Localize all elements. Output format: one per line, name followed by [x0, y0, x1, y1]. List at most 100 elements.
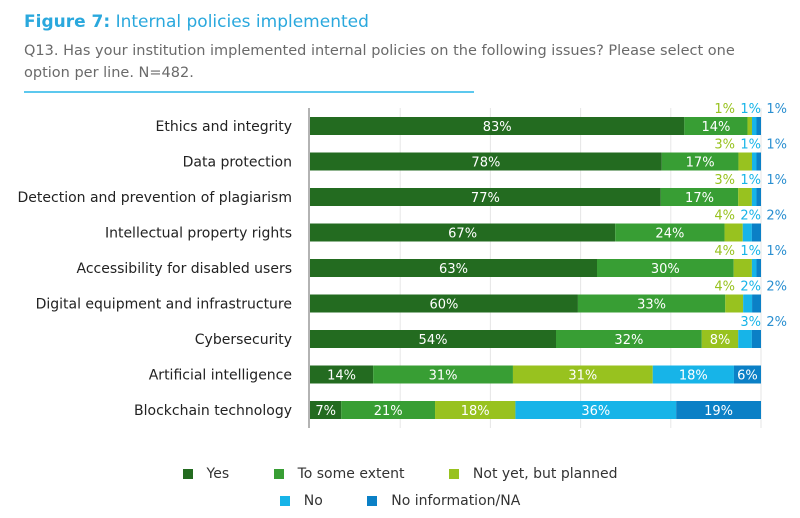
data-label-outside: 1%: [714, 102, 735, 117]
data-label-outside: 3%: [714, 173, 735, 188]
data-label: 8%: [710, 333, 731, 348]
data-label-outside: 1%: [766, 173, 787, 188]
legend-item-no: No: [279, 493, 323, 509]
bar-segment: [556, 330, 702, 348]
bar-segment: [597, 259, 734, 277]
data-label: 83%: [483, 120, 512, 135]
data-label: 18%: [461, 404, 490, 419]
data-label-outside: 1%: [766, 102, 787, 117]
bar-segment: [756, 259, 761, 277]
bar-segment: [310, 365, 374, 384]
legend-label-yes: Yes: [206, 466, 230, 482]
data-label-outside: 1%: [766, 244, 787, 259]
bar-segment: [310, 259, 597, 277]
legend-item-yes: Yes: [182, 466, 230, 482]
figure-title: Figure 7: Internal policies implemented: [24, 12, 369, 32]
bar-segment: [738, 330, 752, 348]
data-label: 19%: [704, 404, 733, 419]
category-label: Detection and prevention of plagiarism: [18, 190, 292, 206]
data-label: 78%: [471, 156, 500, 171]
data-label: 14%: [327, 369, 356, 384]
data-label-outside: 2%: [740, 280, 761, 295]
bar-segment: [310, 188, 661, 206]
bar-segment: [742, 223, 752, 242]
category-label: Cybersecurity: [195, 332, 292, 348]
data-label: 77%: [471, 191, 500, 206]
legend-swatch-no-information: [367, 496, 378, 506]
legend-item-no-information: No information/NA: [367, 493, 520, 509]
bar-segment: [577, 294, 726, 313]
bar-segment: [660, 188, 739, 206]
legend-swatch-yes: [182, 469, 193, 479]
bar-segment: [684, 117, 748, 135]
figure-subtitle: Q13. Has your institution implemented in…: [24, 43, 735, 81]
data-label-outside: 1%: [740, 244, 761, 259]
data-label: 36%: [581, 404, 610, 419]
bar-segment: [676, 401, 761, 419]
data-label: 17%: [686, 156, 715, 171]
data-label: 60%: [430, 298, 459, 313]
data-label-outside: 2%: [766, 280, 787, 295]
data-label: 21%: [374, 404, 403, 419]
bar-segment: [752, 294, 761, 313]
bar-segment: [747, 117, 752, 135]
legend-row-1: Yes To some extent Not yet, but planned: [0, 466, 800, 483]
bar-segment: [341, 401, 436, 419]
data-label: 6%: [737, 369, 758, 384]
data-label: 63%: [439, 262, 468, 277]
data-label-outside: 3%: [740, 315, 761, 330]
legend-item-not-yet-planned: Not yet, but planned: [448, 466, 617, 482]
bar-segment: [310, 117, 685, 135]
data-label-outside: 1%: [766, 138, 787, 153]
bar-segment: [751, 330, 761, 348]
data-label: 31%: [568, 369, 597, 384]
data-label: 33%: [637, 298, 666, 313]
legend-row-2: No No information/NA: [0, 493, 800, 510]
bar-segment: [310, 330, 556, 348]
data-label: 32%: [614, 333, 643, 348]
bar-segment: [725, 294, 744, 313]
data-label-outside: 2%: [740, 209, 761, 224]
data-label: 54%: [419, 333, 448, 348]
category-label: Artificial intelligence: [149, 368, 292, 384]
bar-segment: [310, 294, 578, 313]
data-label-outside: 2%: [766, 315, 787, 330]
data-label-outside: 1%: [740, 173, 761, 188]
bar-segment: [751, 152, 757, 171]
data-label: 31%: [429, 369, 458, 384]
bar-segment: [515, 401, 677, 419]
data-label-outside: 4%: [714, 280, 735, 295]
data-label: 30%: [651, 262, 680, 277]
bar-segment: [310, 401, 342, 419]
bar-segment: [701, 330, 739, 348]
bar-segment: [733, 365, 761, 384]
data-label: 67%: [448, 227, 477, 242]
bar-segment: [738, 152, 752, 171]
data-label: 18%: [679, 369, 708, 384]
title-divider: [24, 91, 474, 93]
category-label: Blockchain technology: [134, 403, 292, 419]
figure-title-text: Internal policies implemented: [115, 12, 369, 32]
data-label: 7%: [315, 404, 336, 419]
bar-segment: [751, 117, 757, 135]
data-label-outside: 1%: [740, 138, 761, 153]
legend-label-no: No: [303, 493, 323, 509]
legend-swatch-to-some-extent: [273, 469, 284, 479]
data-label-outside: 4%: [714, 209, 735, 224]
bar-segment: [738, 188, 752, 206]
bar-segment: [661, 152, 739, 171]
data-label: 14%: [701, 120, 730, 135]
data-label-outside: 4%: [714, 244, 735, 259]
category-label: Digital equipment and infrastructure: [36, 297, 292, 313]
bar-segment: [751, 223, 761, 242]
legend-label-to-some-extent: To some extent: [297, 466, 405, 482]
figure-label: Figure 7:: [24, 12, 111, 32]
bar-segment: [310, 152, 662, 171]
bar-segment: [751, 259, 757, 277]
bar-segment: [435, 401, 516, 419]
legend-label-no-information: No information/NA: [391, 493, 521, 509]
category-label: Data protection: [183, 155, 292, 171]
bar-segment: [751, 188, 757, 206]
bar-segment: [724, 223, 743, 242]
